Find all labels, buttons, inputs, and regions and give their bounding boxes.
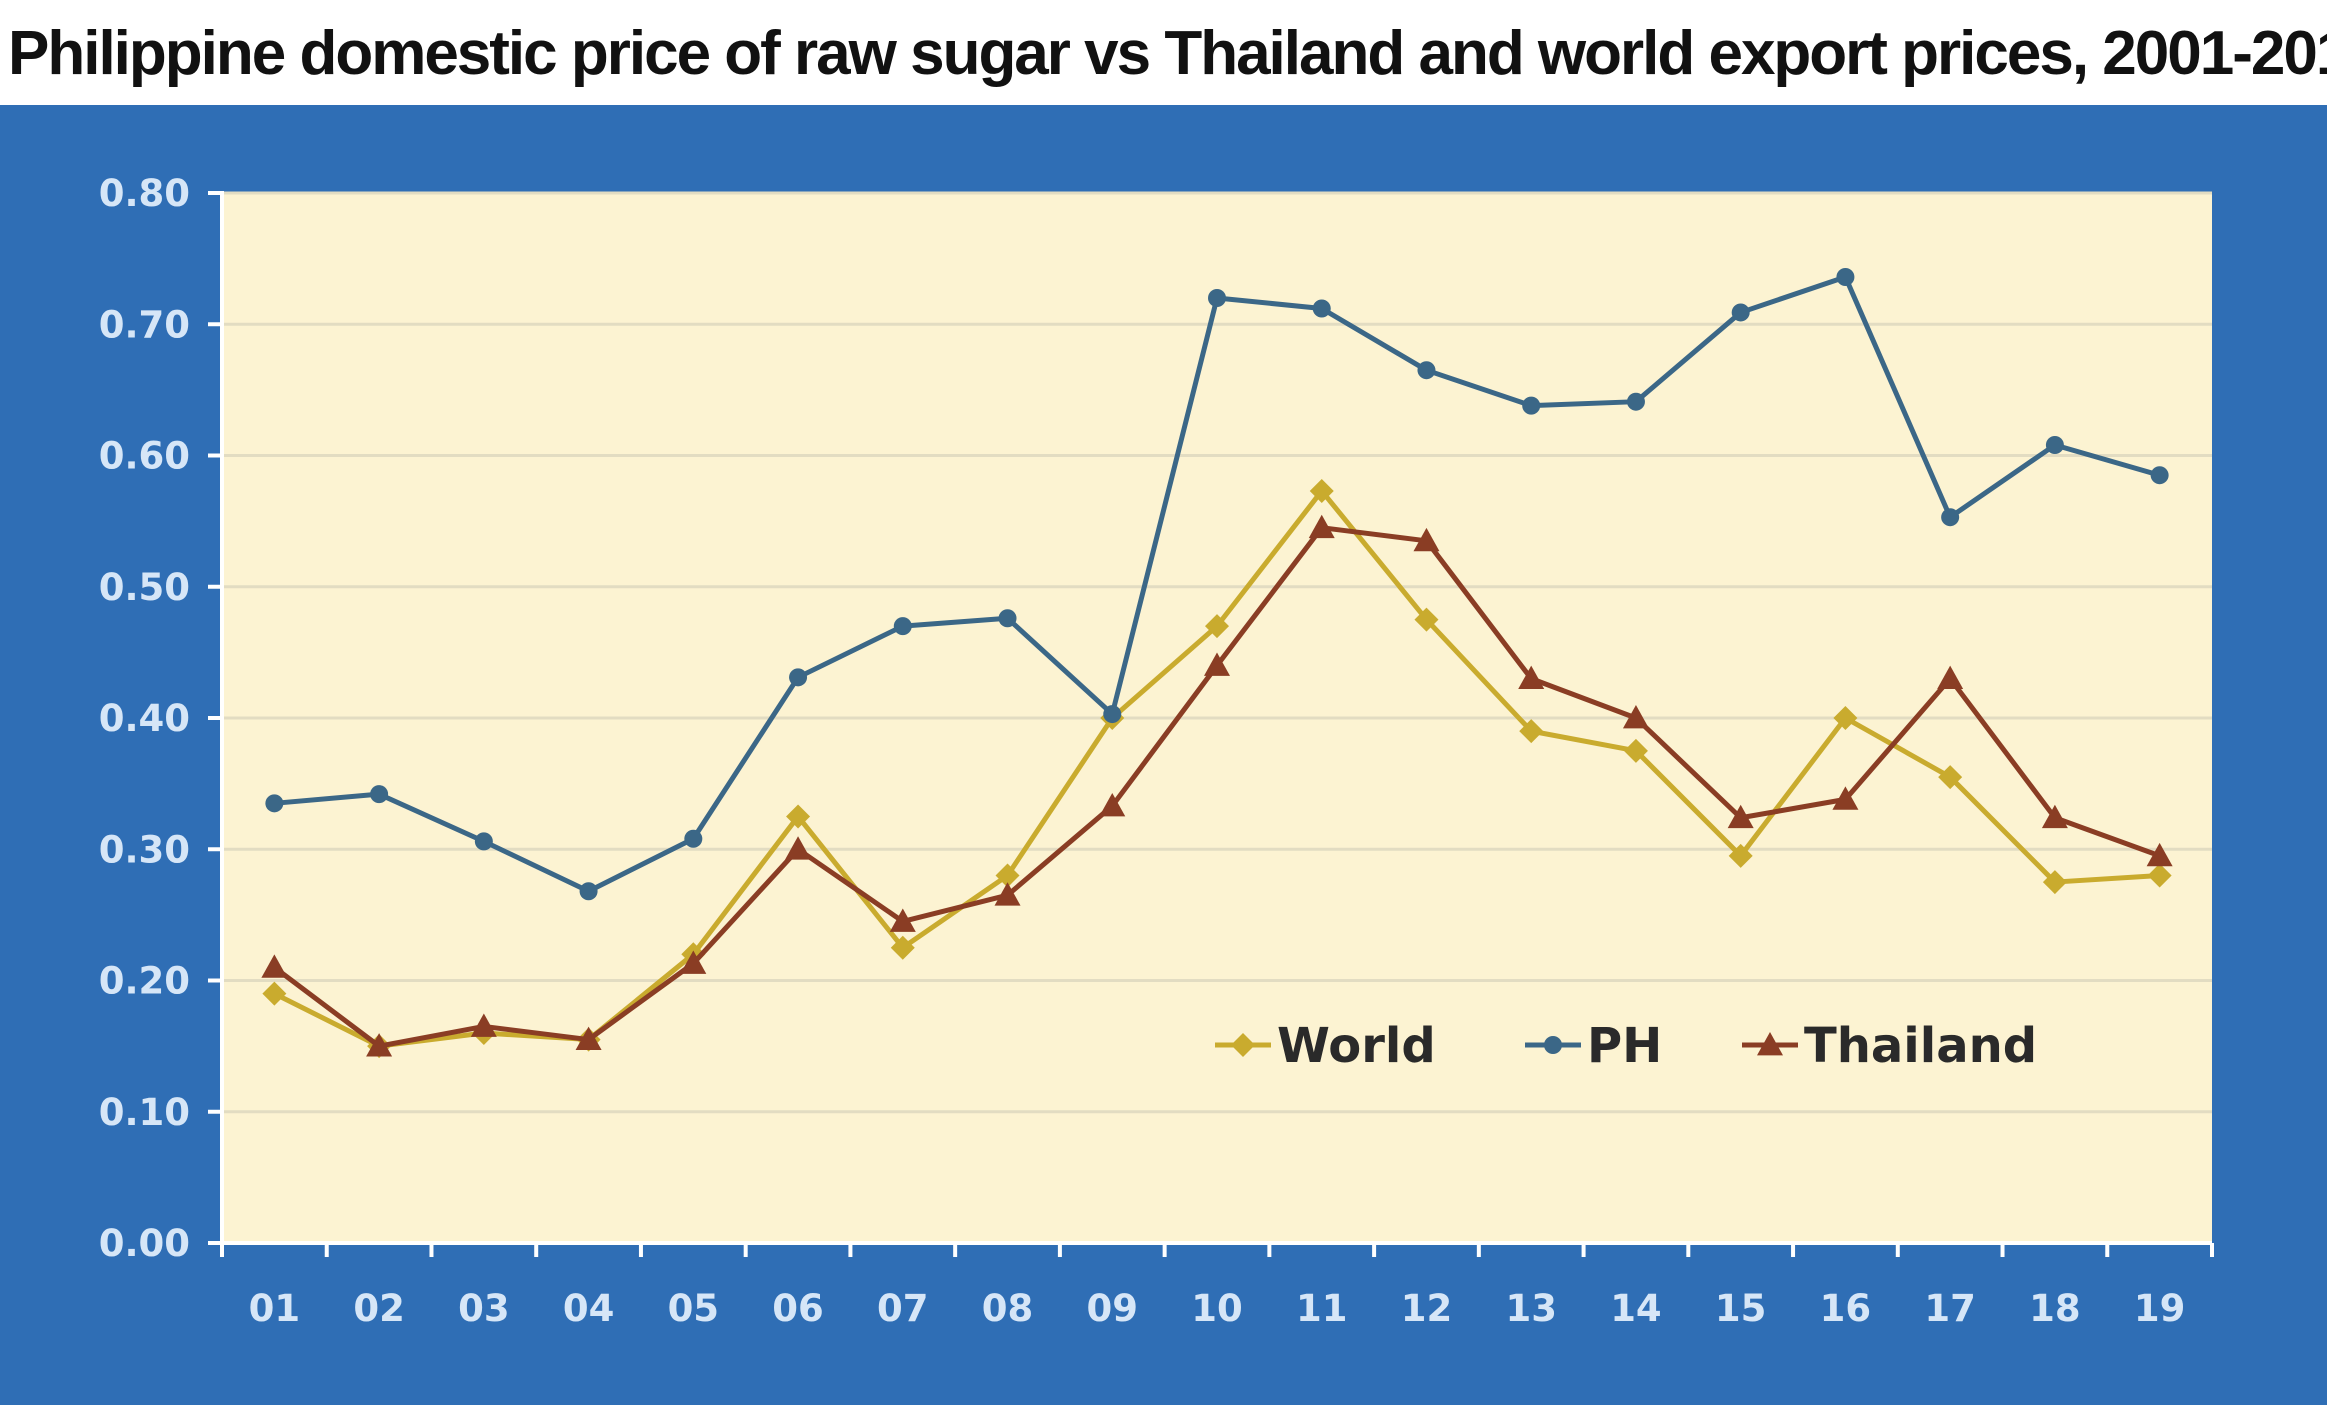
data-point [680,950,707,974]
data-point [684,829,703,848]
y-tick-label: 0.70 [99,303,190,346]
data-point [2146,842,2173,867]
data-point [1832,786,1859,810]
data-point [1757,1032,1783,1056]
y-tick-label: 0.50 [99,566,190,609]
data-point [1937,665,1964,690]
data-point [265,794,284,813]
data-point [995,863,1020,888]
data-point [785,836,812,860]
data-point [890,935,915,960]
x-tick-label: 17 [1924,1287,1976,1330]
data-point [1626,392,1645,411]
data-point [1731,303,1750,322]
data-point [1309,478,1334,503]
page-title: Philippine domestic price of raw sugar v… [8,19,2327,88]
legend: World PH Thailand [1215,1018,2037,1074]
x-tick-label: 03 [458,1287,510,1330]
data-point [1518,665,1545,690]
data-point [1204,652,1230,676]
data-point [1414,607,1439,632]
data-point [1417,361,1436,380]
x-tick-label: 19 [2134,1287,2186,1330]
data-point [2150,466,2169,485]
x-tick-label: 13 [1505,1287,1557,1330]
data-point [261,954,288,978]
x-tick-label: 04 [563,1287,615,1330]
x-tick-label: 11 [1296,1287,1348,1330]
data-point [1544,1036,1562,1054]
data-point [1099,792,1126,817]
y-tick-label: 0.00 [99,1222,190,1265]
data-point [1728,843,1753,868]
data-point [786,804,811,829]
data-point [2045,436,2064,454]
data-point [1308,514,1335,539]
legend-label: Thailand [1804,1018,2037,1074]
x-tick-label: 12 [1401,1287,1453,1330]
data-point [998,609,1017,628]
data-point [1519,719,1544,744]
y-tick-label: 0.30 [99,828,190,871]
data-point [789,668,808,687]
data-point [470,1013,497,1037]
chart-panel: 0.00 0.10 0.20 0.30 0.40 0.50 0.60 0.70 0.80 01 02… [0,105,2327,1405]
data-point [370,785,389,804]
data-point [994,882,1021,906]
x-tick-label: 05 [668,1287,720,1330]
y-tick-label: 0.20 [99,960,190,1003]
x-tick-label: 07 [877,1287,929,1330]
legend-item-thailand: Thailand [1742,1018,2037,1074]
data-point [2042,870,2067,895]
x-tick-label: 01 [249,1287,301,1330]
data-point [1938,765,1963,790]
line-chart: 0.00 0.10 0.20 0.30 0.40 0.50 0.60 0.70 0.80 01 02… [99,172,2214,1330]
data-point [1833,706,1858,730]
legend-item-ph: PH [1525,1018,1662,1074]
series-ph [265,268,2169,901]
y-tick-label: 0.40 [99,697,190,740]
data-point [474,832,493,851]
x-tick-label: 18 [2029,1287,2081,1330]
data-point [2041,804,2068,829]
x-tick-label: 10 [1191,1287,1243,1330]
x-tick-label: 15 [1715,1287,1767,1330]
x-tick-label: 06 [772,1287,824,1330]
data-point [1231,1033,1255,1057]
legend-label: World [1277,1018,1436,1074]
data-point [889,908,916,932]
data-point [1413,527,1440,552]
y-tick-label: 0.10 [99,1091,190,1134]
x-tick-label: 08 [982,1287,1034,1330]
data-point [1623,738,1648,763]
data-point [1836,268,1855,286]
x-tick-label: 09 [1087,1287,1139,1330]
data-point [1522,396,1541,415]
data-point [893,617,912,636]
data-point [1208,289,1226,307]
data-point [1622,705,1649,729]
x-tick-label: 02 [353,1287,405,1330]
series-thailand [261,514,2173,1057]
data-point [1941,508,1960,527]
data-point [366,1033,393,1057]
data-point [1103,705,1122,724]
data-point [1205,614,1229,639]
y-tick-label: 0.80 [99,172,190,215]
data-point [262,981,287,1006]
x-tick-label: 16 [1820,1287,1872,1330]
data-point [1727,804,1754,829]
x-tick-label: 14 [1610,1287,1662,1330]
legend-item-world: World [1215,1018,1436,1074]
data-point [579,882,598,901]
data-point [575,1026,602,1050]
y-tick-label: 0.60 [99,435,190,478]
data-point [1312,299,1331,318]
legend-label: PH [1587,1018,1662,1074]
data-point [2147,863,2172,888]
